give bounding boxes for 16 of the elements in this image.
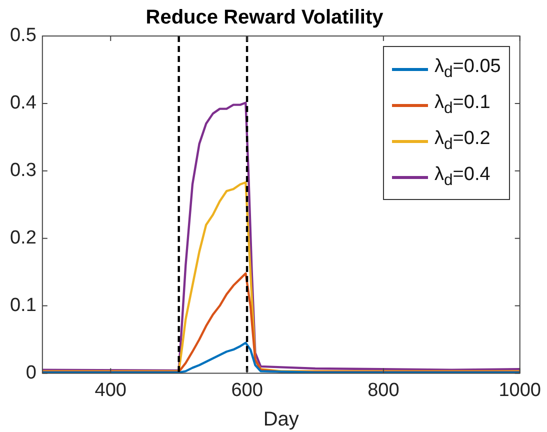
x-axis-title: Day <box>263 408 299 431</box>
legend-label: λ$_{d}$=0.05 <box>434 56 501 82</box>
x-tick-label: 1000 <box>498 380 542 401</box>
legend-label: λ$_{d}$=0.4 <box>434 164 490 190</box>
y-tick-label: 0.3 <box>10 160 36 182</box>
legend-label: λ$_{d}$=0.2 <box>434 128 490 154</box>
x-tick-label: 800 <box>368 380 400 401</box>
legend-label: λ$_{d}$=0.1 <box>434 92 490 118</box>
x-tick-label: 600 <box>231 380 263 401</box>
y-tick-label: 0 <box>26 362 36 384</box>
y-tick-label: 0.5 <box>10 25 36 46</box>
x-tick-label: 400 <box>94 380 126 401</box>
chart-title: Reduce Reward Volatility <box>146 6 384 29</box>
y-tick-label: 0.2 <box>10 228 36 249</box>
y-tick-label: 0.4 <box>10 92 37 114</box>
y-tick-label: 0.1 <box>10 294 36 316</box>
